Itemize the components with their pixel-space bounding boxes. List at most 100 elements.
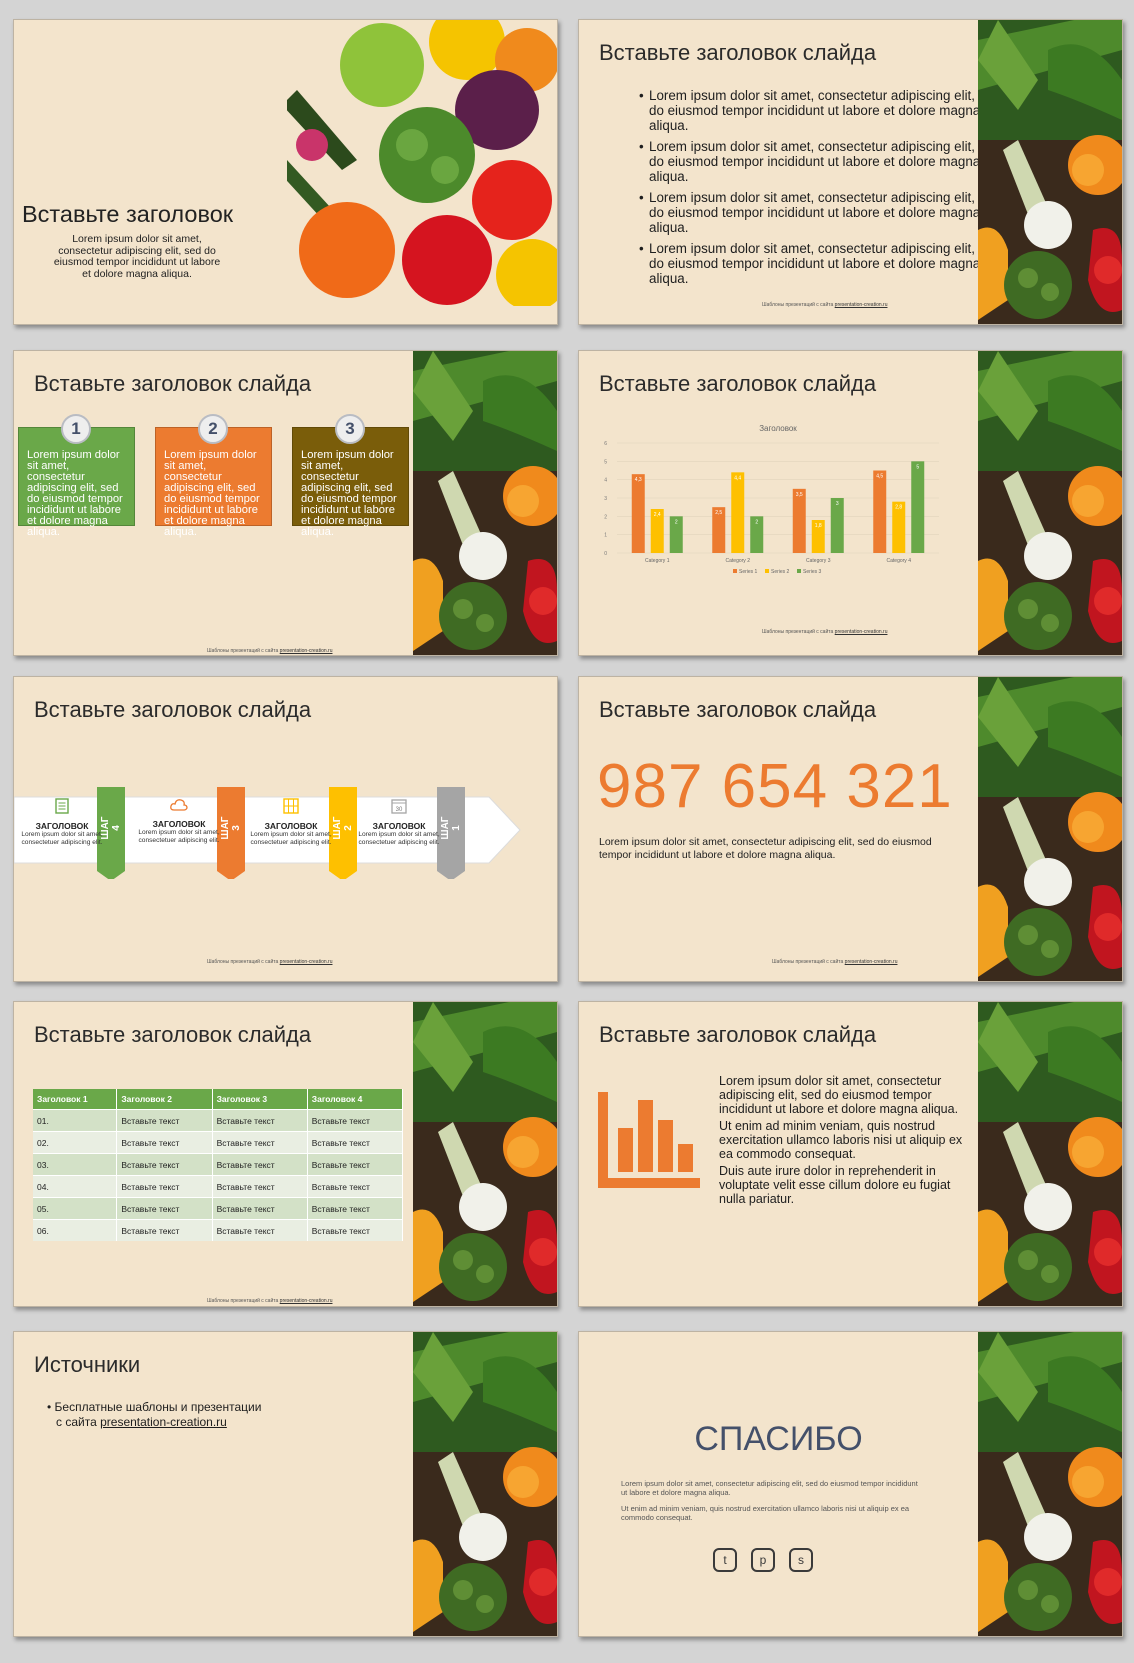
slide-10-thanks[interactable]: СПАСИБО Lorem ipsum dolor sit amet, cons… [578, 1331, 1123, 1637]
slide-4-chart[interactable]: Вставьте заголовок слайда Заголовок 0 1 2 3 4… [578, 350, 1123, 656]
footer-link[interactable]: presentation-creation.ru [279, 648, 333, 654]
column-header: Заголовок 1 [33, 1089, 118, 1110]
footer-prefix: Шаблоны презентаций с сайта [772, 959, 845, 965]
table-cell: Вставьте текст [212, 1153, 308, 1176]
x-tick-label: Category 2 [726, 558, 751, 564]
slide-7-table[interactable]: Вставьте заголовок слайда Заголовок 1 За… [13, 1001, 558, 1307]
footer-credit: Шаблоны презентаций с сайта presentation… [207, 1298, 332, 1304]
table-cell: 04. [33, 1175, 118, 1198]
vegetables-image [287, 20, 557, 306]
bar-chart: Заголовок 0 1 2 3 4 5 6 4,3 2,4 2 Category 1 2,5 4,4 2… [604, 424, 939, 575]
calendar-day: 30 [396, 807, 403, 813]
data-label: 4,5 [876, 474, 883, 480]
step-tab-2: ШАГ 2 [329, 787, 357, 879]
legend-label: Series 1 [739, 569, 758, 575]
footer-prefix: Шаблоны презентаций с сайта [207, 1298, 280, 1304]
x-tick-label: Category 3 [806, 558, 831, 564]
data-table: Заголовок 1 Заголовок 2 Заголовок 3 Заго… [33, 1089, 404, 1241]
step-tab-3: ШАГ 3 [217, 787, 245, 879]
bullet-list: Lorem ipsum dolor sit amet, consectetur … [599, 88, 1004, 292]
table-cell: Вставьте текст [212, 1131, 308, 1154]
thanks-title: СПАСИБО [694, 1420, 863, 1458]
chart-title: Заголовок [759, 424, 797, 433]
footer-link[interactable]: presentation-creation.ru [834, 302, 888, 308]
slide-title: Вставьте заголовок слайда [599, 40, 877, 65]
chart-bar [731, 472, 745, 553]
y-tick-label: 0 [604, 551, 607, 557]
chart-bar [873, 470, 887, 553]
slide-5-steps[interactable]: Вставьте заголовок слайда ШАГ 4 ШАГ 3 ША… [13, 676, 558, 982]
step-tab-1: ШАГ 1 [437, 787, 465, 879]
bullet-item: Lorem ipsum dolor sit amet, consectetur … [639, 241, 1004, 286]
step-number: 3 [335, 414, 365, 444]
column-header: Заголовок 4 [307, 1089, 404, 1110]
chart-bar [792, 488, 806, 553]
chart-bar [631, 474, 645, 553]
table-cell: Вставьте текст [116, 1175, 213, 1198]
twitter-icon[interactable]: t [713, 1548, 737, 1572]
calendar-icon: 30 [391, 799, 407, 814]
vegetables-image [413, 1002, 557, 1306]
column-header: Заголовок 2 [116, 1089, 213, 1110]
footer-link[interactable]: presentation-creation.ru [279, 1298, 333, 1304]
pinterest-icon[interactable]: p [751, 1548, 775, 1572]
slide-title: Вставьте заголовок слайда [34, 697, 312, 722]
slide-9-sources[interactable]: Источники • Бесплатные шаблоны и презент… [13, 1331, 558, 1637]
y-tick-label: 4 [604, 478, 607, 484]
slide-title: Вставьте заголовок слайда [599, 1022, 877, 1047]
big-number: 987 654 321 [597, 752, 953, 821]
table-cell: Вставьте текст [307, 1109, 404, 1132]
y-tick-label: 5 [604, 459, 607, 465]
chart-bar [811, 520, 825, 553]
chart-bar [911, 461, 925, 553]
y-tick-label: 3 [604, 496, 607, 502]
footer-link[interactable]: presentation-creation.ru [834, 629, 888, 635]
x-tick-label: Category 1 [645, 558, 670, 564]
step-card-1: 30 ЗАГОЛОВОК Lorem ipsum dolor sit amet,… [354, 798, 444, 847]
table-cell: Вставьте текст [116, 1153, 213, 1176]
vegetables-image [978, 677, 1122, 981]
footer-prefix: Шаблоны презентаций с сайта [762, 629, 835, 635]
thanks-paragraph: Ut enim ad minim veniam, quis nostrud ex… [621, 1504, 910, 1522]
data-label: 1,8 [815, 523, 822, 529]
legend-label: Series 2 [771, 569, 790, 575]
bullet-item: Lorem ipsum dolor sit amet, consectetur … [639, 139, 1004, 184]
step-text: Lorem ipsum dolor sit amet, consectetuer… [358, 831, 440, 846]
slide-3-boxes[interactable]: Вставьте заголовок слайда 1 Lorem ipsum … [13, 350, 558, 656]
slide-8-text[interactable]: Вставьте заголовок слайда Lorem ipsum do… [578, 1001, 1123, 1307]
source-text: Бесплатные шаблоны и презентации [54, 1400, 262, 1414]
step-text: Lorem ipsum dolor sit amet, consectetur … [164, 449, 260, 538]
source-item: • Бесплатные шаблоны и презентации [47, 1400, 262, 1414]
step-number: 1 [61, 414, 91, 444]
table-cell: 05. [33, 1197, 118, 1220]
text-block: Lorem ipsum dolor sit amet, consectetur … [719, 1074, 964, 1206]
column-header: Заголовок 3 [212, 1089, 308, 1110]
table-row: 06. Вставьте текст Вставьте текст Вставьте … [33, 1219, 404, 1241]
table-cell: Вставьте текст [212, 1197, 308, 1220]
slide-1-title[interactable]: Вставьте заголовок Lorem ipsum dolor sit… [13, 19, 558, 325]
y-tick-label: 6 [604, 441, 607, 447]
vegetables-image [978, 1002, 1122, 1306]
slide-title: Вставьте заголовок слайда [599, 371, 877, 396]
step-box-2: 2 Lorem ipsum dolor sit amet, consectetu… [155, 414, 272, 538]
slide-2-bullets[interactable]: Вставьте заголовок слайда Lorem ipsum do… [578, 19, 1123, 325]
cloud-icon [170, 799, 188, 811]
skype-icon[interactable]: s [789, 1548, 813, 1572]
step-text: Lorem ipsum dolor sit amet, consectetuer… [250, 831, 332, 846]
table-cell: Вставьте текст [212, 1175, 308, 1198]
table-cell: 06. [33, 1219, 118, 1241]
table-cell: Вставьте текст [212, 1109, 308, 1132]
source-link[interactable]: presentation-creation.ru [100, 1415, 227, 1429]
legend-swatch [765, 569, 769, 573]
step-card-3: ЗАГОЛОВОК Lorem ipsum dolor sit amet, co… [134, 798, 224, 845]
footer-link[interactable]: presentation-creation.ru [279, 959, 333, 965]
footer-link[interactable]: presentation-creation.ru [844, 959, 898, 965]
data-label: 2,5 [715, 510, 722, 516]
number-caption: Lorem ipsum dolor sit amet, consectetur … [599, 836, 932, 861]
slide-6-number[interactable]: Вставьте заголовок слайда 987 654 321 Lo… [578, 676, 1123, 982]
chart-bar [830, 498, 844, 553]
table-cell: 01. [33, 1109, 118, 1132]
table-cell: Вставьте текст [116, 1109, 213, 1132]
table-cell: Вставьте текст [116, 1131, 213, 1154]
step-text: Lorem ipsum dolor sit amet, consectetuer… [21, 831, 103, 846]
